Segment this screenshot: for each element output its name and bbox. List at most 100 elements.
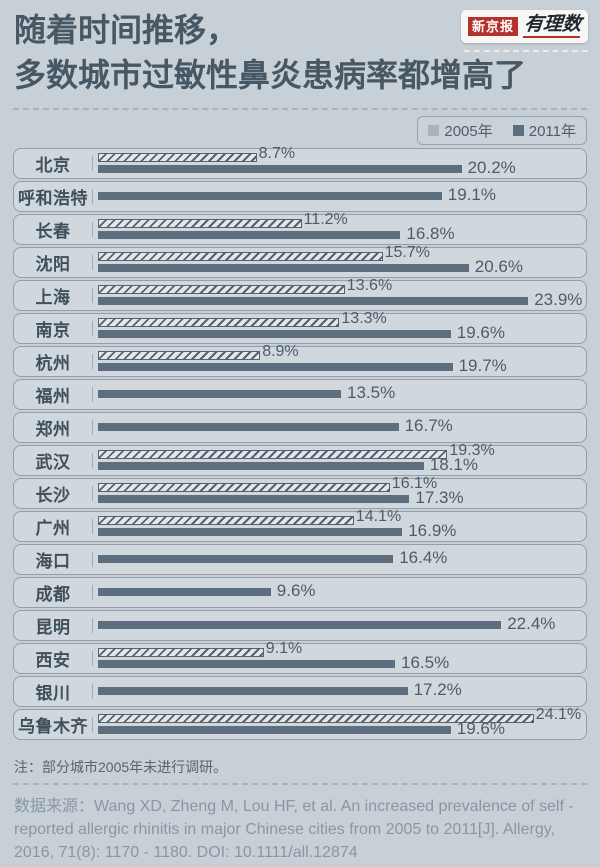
city-label: 上海 bbox=[35, 288, 71, 307]
city-label: 成都 bbox=[35, 585, 71, 604]
page-title: 随着时间推移， 多数城市过敏性鼻炎患病率都增高了 bbox=[14, 8, 526, 99]
bar-2011-value: 19.7% bbox=[458, 356, 507, 375]
bar-2011-value: 20.2% bbox=[467, 158, 516, 177]
bar-2011-value: 17.2% bbox=[413, 680, 462, 699]
bar-2011 bbox=[98, 231, 401, 239]
bar-2005 bbox=[98, 351, 261, 360]
bar-2005 bbox=[98, 252, 383, 261]
bar-2005 bbox=[98, 318, 340, 327]
bar-2005-value: 8.7% bbox=[258, 145, 296, 162]
legend-label: 2011年 bbox=[528, 123, 576, 140]
bar-area: 16.4% bbox=[98, 545, 586, 574]
bar-2011 bbox=[98, 330, 451, 338]
chart-row: 西安 9.1% 16.5% bbox=[13, 640, 587, 674]
bar-2011-value: 16.8% bbox=[406, 224, 455, 243]
chart-row: 海口 16.4% bbox=[13, 544, 587, 575]
city-label: 福州 bbox=[35, 387, 71, 406]
chart-row: 郑州 16.7% bbox=[13, 412, 587, 443]
city-label: 长沙 bbox=[35, 486, 71, 505]
city-label: 北京 bbox=[35, 156, 71, 175]
bar-2011-value: 17.3% bbox=[415, 488, 464, 507]
chart-row: 南京 13.3% 19.6% bbox=[13, 310, 587, 344]
bar-2005 bbox=[98, 714, 534, 723]
bar-area: 13.6% 23.9% bbox=[98, 277, 586, 310]
chart-row: 福州 13.5% bbox=[13, 379, 587, 410]
bar-2005 bbox=[98, 285, 345, 294]
bar-2005-value: 24.1% bbox=[535, 706, 582, 723]
chart-row: 银川 17.2% bbox=[13, 676, 587, 707]
bar-2005 bbox=[98, 153, 257, 162]
bar-2005-value: 9.1% bbox=[265, 640, 303, 657]
legend: 2005年 2011年 bbox=[417, 116, 587, 145]
chart-row: 武汉 19.3% 18.1% bbox=[13, 442, 587, 476]
row-divider bbox=[92, 321, 93, 336]
bar-2005 bbox=[98, 516, 354, 525]
row-divider bbox=[92, 717, 93, 732]
bar-2005-value: 16.1% bbox=[391, 475, 438, 492]
bar-2011-value: 13.5% bbox=[347, 383, 396, 402]
bar-2005-value: 19.3% bbox=[449, 442, 495, 459]
chart-row: 上海 13.6% 23.9% bbox=[13, 277, 587, 311]
row-divider bbox=[92, 420, 93, 435]
dashed-divider-bottom bbox=[13, 783, 587, 785]
row-divider bbox=[92, 288, 93, 303]
bar-2011 bbox=[98, 423, 399, 431]
row-divider bbox=[92, 684, 93, 699]
title-line-1: 随着时间推移， bbox=[14, 12, 239, 48]
chart-row: 北京 8.7% 20.2% bbox=[13, 145, 587, 179]
bar-2011-value: 16.7% bbox=[404, 416, 453, 435]
bar-2011 bbox=[98, 726, 451, 734]
bar-2005 bbox=[98, 219, 302, 228]
city-label: 呼和浩特 bbox=[18, 189, 88, 208]
bar-2011-value: 16.9% bbox=[408, 521, 457, 540]
bar-area: 8.9% 19.7% bbox=[98, 343, 586, 376]
bar-2011 bbox=[98, 528, 403, 536]
row-divider bbox=[92, 453, 93, 468]
legend-item: 2005年 bbox=[428, 120, 493, 141]
legend-swatch bbox=[428, 125, 440, 136]
city-label: 乌鲁木齐 bbox=[18, 717, 88, 736]
bar-2005-value: 13.6% bbox=[346, 277, 393, 294]
bar-area: 17.2% bbox=[98, 677, 586, 706]
legend-item: 2011年 bbox=[512, 120, 576, 141]
bar-2011 bbox=[98, 264, 469, 272]
chart-row: 长春 11.2% 16.8% bbox=[13, 211, 587, 245]
bar-2011 bbox=[98, 555, 394, 563]
row-divider bbox=[92, 354, 93, 369]
bar-2011-value: 19.1% bbox=[447, 185, 496, 204]
bar-2011-value: 16.4% bbox=[399, 548, 448, 567]
bar-area: 9.1% 16.5% bbox=[98, 640, 586, 673]
bar-2005 bbox=[98, 450, 448, 459]
city-label: 海口 bbox=[35, 552, 71, 571]
dashed-divider-top bbox=[13, 108, 587, 110]
bar-2005 bbox=[98, 648, 264, 657]
column-logo: 有理数 bbox=[522, 14, 582, 38]
bar-area: 14.1% 16.9% bbox=[98, 508, 586, 541]
bar-area: 8.7% 20.2% bbox=[98, 145, 586, 178]
row-divider bbox=[92, 519, 93, 534]
bar-2011-value: 16.5% bbox=[401, 653, 450, 672]
bar-2005-value: 8.9% bbox=[262, 343, 299, 360]
city-label: 南京 bbox=[35, 321, 71, 340]
city-label: 西安 bbox=[35, 651, 71, 670]
row-divider bbox=[92, 387, 93, 402]
data-source-label: 数据来源： bbox=[14, 798, 95, 815]
legend-swatch bbox=[512, 125, 524, 136]
chart-row: 昆明 22.4% bbox=[13, 610, 587, 641]
footnote: 注：部分城市2005年未进行调研。 bbox=[14, 759, 228, 775]
data-source-citation: Wang XD, Zheng M, Lou HF, et al. An incr… bbox=[14, 798, 574, 862]
chart-row: 长沙 16.1% 17.3% bbox=[13, 475, 587, 509]
chart-rows: 北京 8.7% 20.2% 呼和浩特 19.1% 长春 11.2% 16.8% 沈阳 15.7% 2… bbox=[13, 145, 587, 742]
chart-row: 乌鲁木齐 24.1% 19.6% bbox=[13, 706, 587, 740]
bar-area: 16.7% bbox=[98, 413, 586, 442]
data-source: 数据来源：Wang XD, Zheng M, Lou HF, et al. An… bbox=[14, 795, 584, 865]
bar-area: 16.1% 17.3% bbox=[98, 475, 586, 508]
city-label: 昆明 bbox=[35, 618, 71, 637]
title-line-2: 多数城市过敏性鼻炎患病率都增高了 bbox=[14, 57, 527, 94]
logo-dashed-underline bbox=[464, 50, 588, 52]
city-label: 杭州 bbox=[35, 354, 71, 373]
bar-2011 bbox=[98, 297, 529, 305]
bar-area: 19.1% bbox=[98, 182, 586, 211]
bar-2011-value: 19.6% bbox=[456, 323, 505, 342]
